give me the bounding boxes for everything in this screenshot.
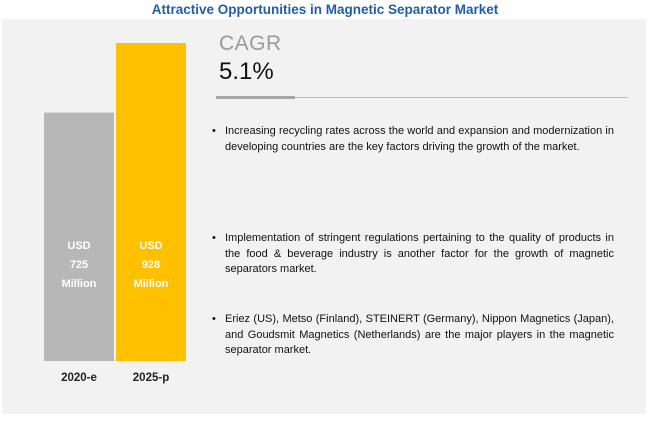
cagr-value: 5.1% [219, 58, 274, 85]
cagr-label: CAGR [219, 32, 282, 55]
chart-title: Attractive Opportunities in Magnetic Sep… [151, 2, 499, 17]
cagr-underline [216, 96, 295, 99]
bar-label-line: USD [67, 240, 91, 252]
x-tick-label: 2020-e [61, 372, 97, 384]
bullet-item-3: • Eriez (US), Metso (Finland), STEINERT … [212, 312, 614, 359]
bar-label-line: Million [61, 278, 97, 290]
bullet-item-2: • Implementation of stringent regulation… [212, 231, 614, 278]
bar-label-line: 928 [141, 259, 161, 271]
bar-data-label: USD 725 Million [45, 237, 113, 294]
bar-2020-e [44, 112, 114, 361]
bullet-text: Increasing recycling rates across the wo… [225, 125, 614, 153]
bullet-text: Implementation of stringent regulations … [225, 232, 614, 275]
bar-label-line: Million [133, 278, 169, 290]
cagr-divider [295, 97, 628, 98]
bullet-item-1: • Increasing recycling rates across the … [212, 124, 614, 155]
bullet-icon: • [212, 125, 216, 137]
bar-data-label: USD 928 Million [117, 237, 185, 294]
bar-label-line: USD [139, 240, 163, 252]
x-tick-label: 2025-p [132, 372, 170, 384]
bar-chart [44, 43, 186, 361]
bullet-text: Eriez (US), Metso (Finland), STEINERT (G… [225, 313, 614, 356]
bar-2025-p [116, 43, 186, 361]
bullet-icon: • [212, 232, 216, 244]
bar-label-line: 725 [69, 259, 89, 271]
bullet-icon: • [212, 313, 216, 325]
